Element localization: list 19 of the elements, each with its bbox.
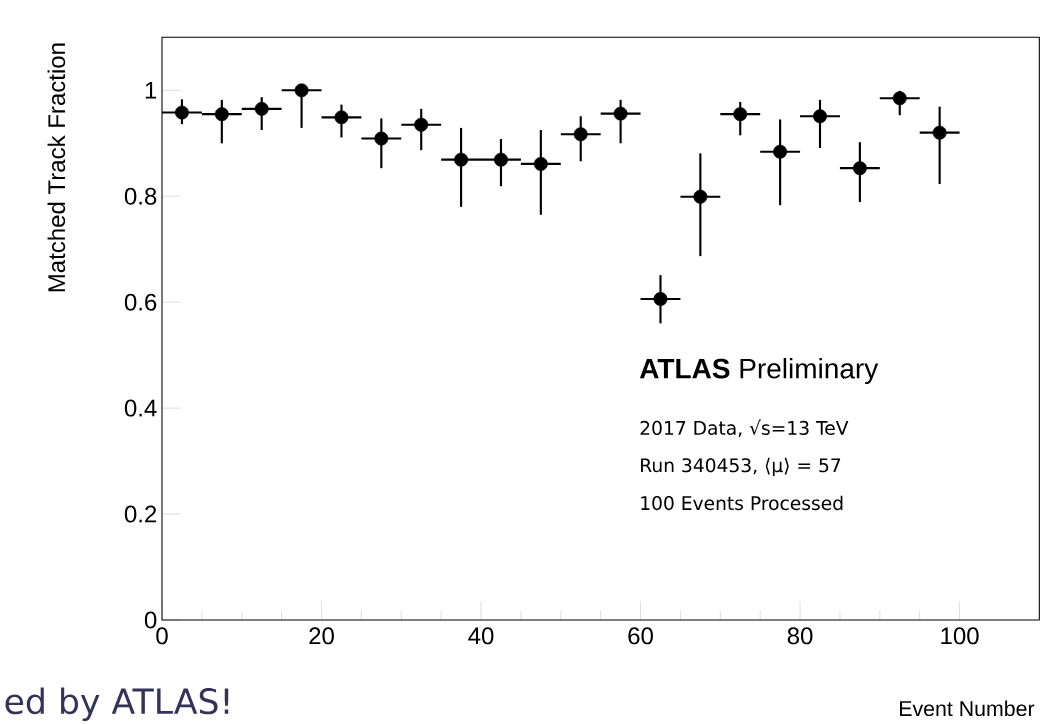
text: ed by ATLAS! <box>5 687 229 722</box>
y-tick-label: 0 <box>144 611 157 629</box>
x-tick-label: 80 <box>787 627 813 645</box>
y-tick-label: 1 <box>145 82 157 99</box>
y-tick-label: 0.2 <box>124 505 157 523</box>
x-tick-label: 40 <box>468 627 494 645</box>
annotation: Run 340453, ⟨μ⟩ = 57 <box>641 457 841 476</box>
x-tick-label: 100 <box>941 627 979 645</box>
annotation: ATLAS Preliminary <box>639 357 879 385</box>
x-axis-title: Event Number <box>900 700 1035 717</box>
x-tick-label: 60 <box>628 627 653 645</box>
x-tick-label: 0 <box>156 627 168 645</box>
y-axis-title: Matched Track Fraction <box>47 43 66 292</box>
x-tick-label: 20 <box>309 627 334 645</box>
annotation: 100 Events Processed <box>641 495 843 511</box>
annotation: 2017 Data, √s=13 TeV <box>640 419 849 437</box>
y-tick-label: 0.4 <box>124 399 157 417</box>
y-tick-label: 0.6 <box>124 293 157 311</box>
y-tick-label: 0.8 <box>124 187 157 205</box>
